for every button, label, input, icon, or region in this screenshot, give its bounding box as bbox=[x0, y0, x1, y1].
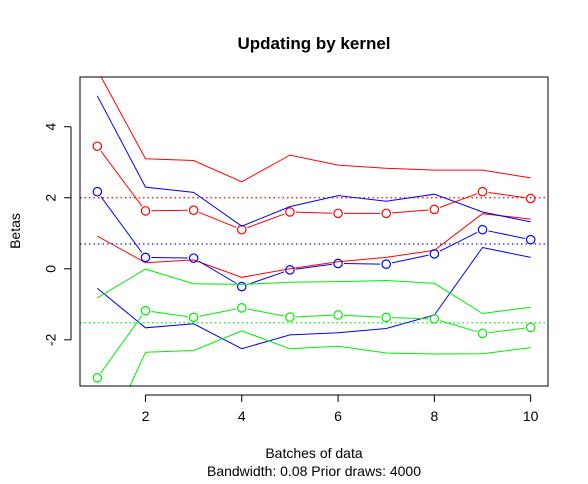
estimate-point bbox=[236, 224, 247, 235]
y-axis-label: Betas bbox=[7, 213, 23, 249]
estimate-point bbox=[477, 328, 488, 339]
estimate-segment bbox=[100, 315, 143, 374]
estimate-point bbox=[285, 207, 295, 217]
estimate-point bbox=[525, 193, 536, 204]
estimate-segment bbox=[151, 311, 188, 318]
x-tick-label: 6 bbox=[334, 408, 342, 424]
estimate-point bbox=[525, 234, 536, 245]
estimate-segment bbox=[439, 231, 478, 252]
estimate-point bbox=[140, 206, 151, 216]
estimate-segment bbox=[151, 257, 188, 259]
lower-band-line bbox=[97, 213, 531, 278]
estimate-segment bbox=[391, 254, 429, 264]
x-axis-sublabel: Bandwidth: 0.08 Prior draws: 4000 bbox=[207, 463, 421, 479]
estimate-segment bbox=[247, 213, 285, 229]
estimate-point bbox=[285, 312, 295, 322]
estimate-point bbox=[92, 186, 103, 197]
lower-band-line bbox=[129, 330, 531, 386]
estimate-point bbox=[140, 305, 151, 316]
estimate-point bbox=[429, 204, 440, 215]
estimate-point bbox=[92, 141, 103, 152]
estimate-point bbox=[333, 208, 343, 219]
x-tick-label: 8 bbox=[430, 408, 438, 424]
upper-band-line bbox=[97, 268, 531, 315]
estimate-segment bbox=[439, 193, 478, 208]
x-axis-label: Batches of data bbox=[265, 445, 363, 461]
estimate-point bbox=[188, 253, 199, 263]
series-layer bbox=[80, 77, 548, 386]
lower-band-line bbox=[96, 246, 531, 350]
estimate-segment bbox=[151, 209, 188, 212]
estimate-point bbox=[381, 312, 392, 323]
estimate-point bbox=[285, 265, 295, 275]
estimate-point bbox=[236, 281, 247, 292]
estimate-segment bbox=[199, 308, 236, 317]
estimate-point bbox=[236, 303, 247, 313]
x-tick-label: 2 bbox=[142, 408, 150, 424]
estimate-segment bbox=[488, 230, 525, 239]
y-tick-label: 4 bbox=[43, 123, 59, 131]
estimate-segment bbox=[295, 263, 333, 270]
upper-band-line bbox=[96, 95, 531, 227]
estimate-segment bbox=[295, 211, 333, 214]
estimate-segment bbox=[344, 263, 381, 265]
estimate-segment bbox=[488, 327, 525, 334]
estimate-segment bbox=[199, 211, 237, 228]
y-tick-label: 0 bbox=[43, 265, 59, 273]
estimate-point bbox=[477, 186, 488, 197]
estimate-segment bbox=[100, 196, 143, 253]
axis-layer: 2 4 6 8 10 -2 0 2 4 bbox=[43, 123, 539, 424]
estimate-segment bbox=[295, 314, 333, 318]
estimate-segment bbox=[247, 308, 285, 317]
estimate-point bbox=[333, 258, 343, 269]
plot-frame bbox=[79, 76, 549, 387]
estimate-segment bbox=[100, 150, 143, 207]
estimate-segment bbox=[392, 317, 429, 320]
estimate-segment bbox=[344, 314, 381, 318]
estimate-segment bbox=[247, 271, 285, 286]
x-tick-label: 10 bbox=[523, 408, 539, 424]
estimate-point bbox=[429, 314, 440, 324]
y-tick-label: 2 bbox=[43, 194, 59, 202]
y-tick-label: -2 bbox=[43, 333, 59, 346]
estimate-point bbox=[477, 224, 488, 235]
estimate-point bbox=[140, 252, 151, 263]
estimate-segment bbox=[392, 209, 429, 214]
estimate-point bbox=[188, 205, 199, 215]
estimate-point bbox=[188, 312, 199, 323]
estimate-segment bbox=[488, 192, 525, 199]
x-tick-label: 4 bbox=[238, 408, 246, 424]
estimate-point bbox=[333, 310, 343, 320]
estimate-point bbox=[381, 208, 392, 219]
estimate-point bbox=[429, 249, 440, 259]
chart-title: Updating by kernel bbox=[237, 34, 390, 53]
estimate-point bbox=[92, 373, 103, 383]
estimate-point bbox=[525, 322, 536, 333]
estimate-point bbox=[381, 259, 392, 269]
estimate-segment bbox=[439, 320, 477, 333]
upper-band-line bbox=[100, 77, 531, 183]
estimate-segment bbox=[198, 260, 237, 284]
